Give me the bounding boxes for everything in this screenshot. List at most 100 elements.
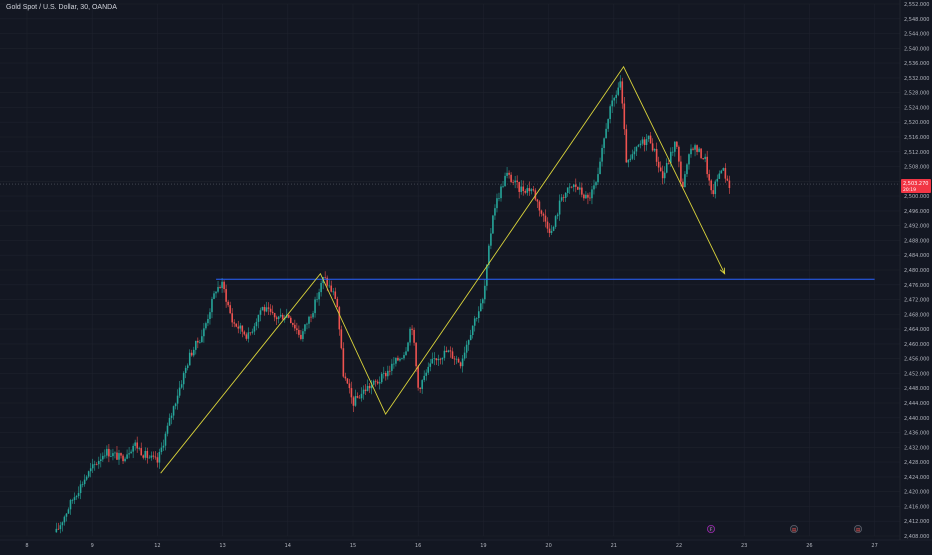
candle-body[interactable] <box>702 158 704 160</box>
candle-body[interactable] <box>419 387 421 389</box>
candle-body[interactable] <box>334 291 337 299</box>
candle-body[interactable] <box>627 159 630 163</box>
candle-body[interactable] <box>255 321 258 327</box>
candle-body[interactable] <box>102 455 104 460</box>
candle-body[interactable] <box>611 100 613 107</box>
candle-body[interactable] <box>617 87 620 95</box>
candle-body[interactable] <box>247 332 250 339</box>
candle-body[interactable] <box>195 340 197 350</box>
candle-body[interactable] <box>170 415 173 418</box>
candle-body[interactable] <box>708 174 710 181</box>
candle-body[interactable] <box>83 479 86 485</box>
candle-body[interactable] <box>387 370 389 377</box>
candle-body[interactable] <box>451 351 454 359</box>
candle-body[interactable] <box>304 324 306 332</box>
candle-body[interactable] <box>427 366 430 373</box>
candle-body[interactable] <box>126 454 128 459</box>
calendar-event-icon[interactable] <box>854 525 863 534</box>
candle-body[interactable] <box>112 453 114 457</box>
candle-body[interactable] <box>298 330 300 335</box>
candle-body[interactable] <box>479 303 482 312</box>
candle-body[interactable] <box>190 352 193 356</box>
candle-body[interactable] <box>389 370 391 372</box>
candle-body[interactable] <box>661 171 664 179</box>
candle-body[interactable] <box>722 168 725 171</box>
candle-body[interactable] <box>397 357 399 361</box>
candle-body[interactable] <box>690 148 692 155</box>
candle-body[interactable] <box>338 307 341 330</box>
candle-body[interactable] <box>469 335 472 341</box>
candle-body[interactable] <box>682 181 684 188</box>
candle-body[interactable] <box>437 358 440 361</box>
last-price-label[interactable] <box>901 179 931 194</box>
candle-body[interactable] <box>669 151 672 164</box>
candle-body[interactable] <box>144 450 147 458</box>
candle-body[interactable] <box>498 198 500 199</box>
candle-body[interactable] <box>346 378 349 384</box>
candle-body[interactable] <box>494 208 496 216</box>
candle-body[interactable] <box>229 305 231 314</box>
candle-body[interactable] <box>579 187 581 190</box>
candle-body[interactable] <box>643 139 646 146</box>
candle-body[interactable] <box>520 186 523 192</box>
candle-body[interactable] <box>372 380 375 385</box>
candle-body[interactable] <box>289 317 292 324</box>
candle-body[interactable] <box>108 448 110 457</box>
candle-body[interactable] <box>199 342 201 343</box>
candle-body[interactable] <box>425 372 428 376</box>
candle-body[interactable] <box>259 310 262 315</box>
candle-body[interactable] <box>465 344 468 353</box>
candle-body[interactable] <box>667 163 670 164</box>
candle-body[interactable] <box>663 172 666 179</box>
candle-body[interactable] <box>186 365 189 368</box>
candle-body[interactable] <box>93 464 96 465</box>
candle-body[interactable] <box>645 139 648 146</box>
candle-body[interactable] <box>118 453 120 460</box>
candle-body[interactable] <box>508 172 510 175</box>
candle-body[interactable] <box>558 200 561 215</box>
candle-body[interactable] <box>320 282 322 293</box>
candle-body[interactable] <box>130 451 132 454</box>
candle-body[interactable] <box>619 81 622 88</box>
candle-body[interactable] <box>678 146 680 162</box>
candle-body[interactable] <box>332 291 335 293</box>
candle-body[interactable] <box>657 161 660 168</box>
candle-body[interactable] <box>544 215 547 222</box>
candle-body[interactable] <box>393 363 395 365</box>
candle-body[interactable] <box>550 230 553 233</box>
candle-body[interactable] <box>146 450 149 458</box>
candle-body[interactable] <box>601 147 603 162</box>
candle-body[interactable] <box>116 452 118 460</box>
candle-body[interactable] <box>235 323 238 327</box>
candle-body[interactable] <box>488 245 490 265</box>
candle-body[interactable] <box>461 358 464 367</box>
candle-body[interactable] <box>625 129 628 163</box>
candle-body[interactable] <box>168 417 171 426</box>
candle-body[interactable] <box>714 181 717 195</box>
candle-body[interactable] <box>623 103 626 130</box>
candle-body[interactable] <box>57 528 60 530</box>
candle-body[interactable] <box>134 442 136 446</box>
candle-body[interactable] <box>554 216 557 227</box>
candle-body[interactable] <box>516 180 518 183</box>
candle-body[interactable] <box>263 306 266 312</box>
candle-body[interactable] <box>261 306 264 311</box>
candle-body[interactable] <box>726 178 729 181</box>
candle-body[interactable] <box>71 500 74 501</box>
candle-body[interactable] <box>609 106 611 120</box>
candle-body[interactable] <box>423 375 425 381</box>
candle-body[interactable] <box>237 326 240 329</box>
candle-body[interactable] <box>257 314 260 322</box>
candle-body[interactable] <box>568 186 571 188</box>
candle-body[interactable] <box>201 336 203 343</box>
candle-body[interactable] <box>314 299 316 314</box>
candle-body[interactable] <box>265 307 268 312</box>
candle-body[interactable] <box>692 148 694 150</box>
candle-body[interactable] <box>176 395 179 404</box>
candle-body[interactable] <box>310 316 312 318</box>
candle-body[interactable] <box>615 94 618 98</box>
candle-body[interactable] <box>79 484 82 494</box>
candle-body[interactable] <box>253 326 256 332</box>
